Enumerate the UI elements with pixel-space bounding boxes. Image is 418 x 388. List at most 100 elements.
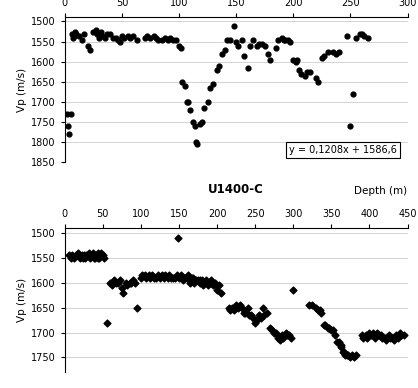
Point — [82, 255, 89, 261]
Point — [127, 35, 133, 41]
Point — [73, 252, 79, 258]
Point — [210, 81, 217, 87]
Point — [273, 45, 280, 51]
Point — [315, 79, 322, 85]
Point — [78, 252, 85, 258]
Point — [342, 352, 349, 358]
Point — [370, 329, 377, 336]
Point — [80, 255, 87, 261]
Point — [157, 274, 163, 281]
Point — [261, 43, 268, 49]
Point — [282, 329, 289, 336]
Point — [201, 105, 207, 111]
Point — [68, 30, 75, 36]
Point — [67, 111, 74, 117]
Point — [112, 279, 119, 286]
Point — [313, 75, 319, 81]
Point — [239, 36, 245, 43]
Point — [162, 272, 169, 278]
Point — [147, 35, 154, 41]
Point — [321, 53, 327, 59]
Point — [246, 312, 252, 318]
Point — [241, 53, 247, 59]
Point — [222, 47, 228, 53]
Point — [361, 33, 367, 39]
Point — [65, 252, 72, 258]
Point — [250, 36, 257, 43]
Point — [286, 332, 293, 338]
Y-axis label: Vp (m/s): Vp (m/s) — [17, 68, 27, 112]
Point — [330, 48, 336, 55]
Point — [164, 36, 171, 43]
Point — [296, 67, 302, 73]
Point — [257, 314, 264, 320]
Point — [86, 249, 92, 256]
Point — [174, 234, 181, 241]
Point — [265, 50, 272, 57]
Point — [400, 332, 407, 338]
Point — [74, 249, 81, 256]
Point — [278, 35, 285, 41]
Point — [218, 289, 224, 296]
Point — [247, 43, 253, 49]
Point — [231, 23, 237, 29]
Text: y = 0,1208x + 1586,6: y = 0,1208x + 1586,6 — [289, 145, 397, 155]
Point — [141, 35, 148, 41]
Point — [81, 30, 87, 36]
Point — [238, 305, 245, 311]
Point — [314, 307, 321, 313]
Point — [170, 36, 177, 43]
Point — [313, 305, 319, 311]
Point — [196, 121, 203, 127]
Point — [301, 73, 308, 79]
Point — [253, 317, 260, 323]
Point — [212, 282, 219, 288]
Point — [155, 36, 162, 43]
Point — [197, 279, 204, 286]
Point — [199, 119, 205, 125]
Point — [65, 123, 71, 129]
Point — [307, 69, 314, 75]
Point — [381, 334, 388, 341]
Point — [326, 324, 332, 331]
Point — [235, 43, 242, 49]
Point — [132, 279, 138, 286]
Point — [189, 274, 196, 281]
Point — [181, 274, 188, 281]
Point — [227, 307, 233, 313]
Point — [261, 312, 268, 318]
Point — [256, 40, 263, 47]
Point — [260, 305, 266, 311]
Point — [214, 287, 220, 293]
Point — [273, 329, 279, 336]
Point — [162, 35, 169, 41]
Point — [303, 69, 310, 75]
Point — [253, 43, 260, 49]
Point — [154, 272, 161, 278]
Point — [267, 324, 274, 331]
Point — [75, 33, 82, 39]
Point — [250, 314, 256, 320]
Point — [179, 79, 186, 85]
Point — [337, 342, 344, 348]
Point — [349, 91, 356, 97]
Point — [161, 274, 167, 281]
Point — [225, 305, 232, 311]
Point — [121, 35, 127, 41]
Point — [208, 277, 214, 283]
Point — [387, 334, 393, 341]
Point — [79, 36, 85, 43]
Point — [153, 35, 160, 41]
Point — [122, 279, 129, 286]
Point — [158, 272, 165, 278]
Point — [173, 272, 180, 278]
Point — [115, 36, 122, 43]
Point — [339, 349, 346, 355]
Point — [359, 30, 365, 36]
Point — [96, 255, 102, 261]
Point — [322, 322, 329, 328]
Point — [88, 252, 95, 258]
Point — [205, 282, 212, 288]
Point — [94, 252, 100, 258]
Point — [281, 36, 288, 43]
